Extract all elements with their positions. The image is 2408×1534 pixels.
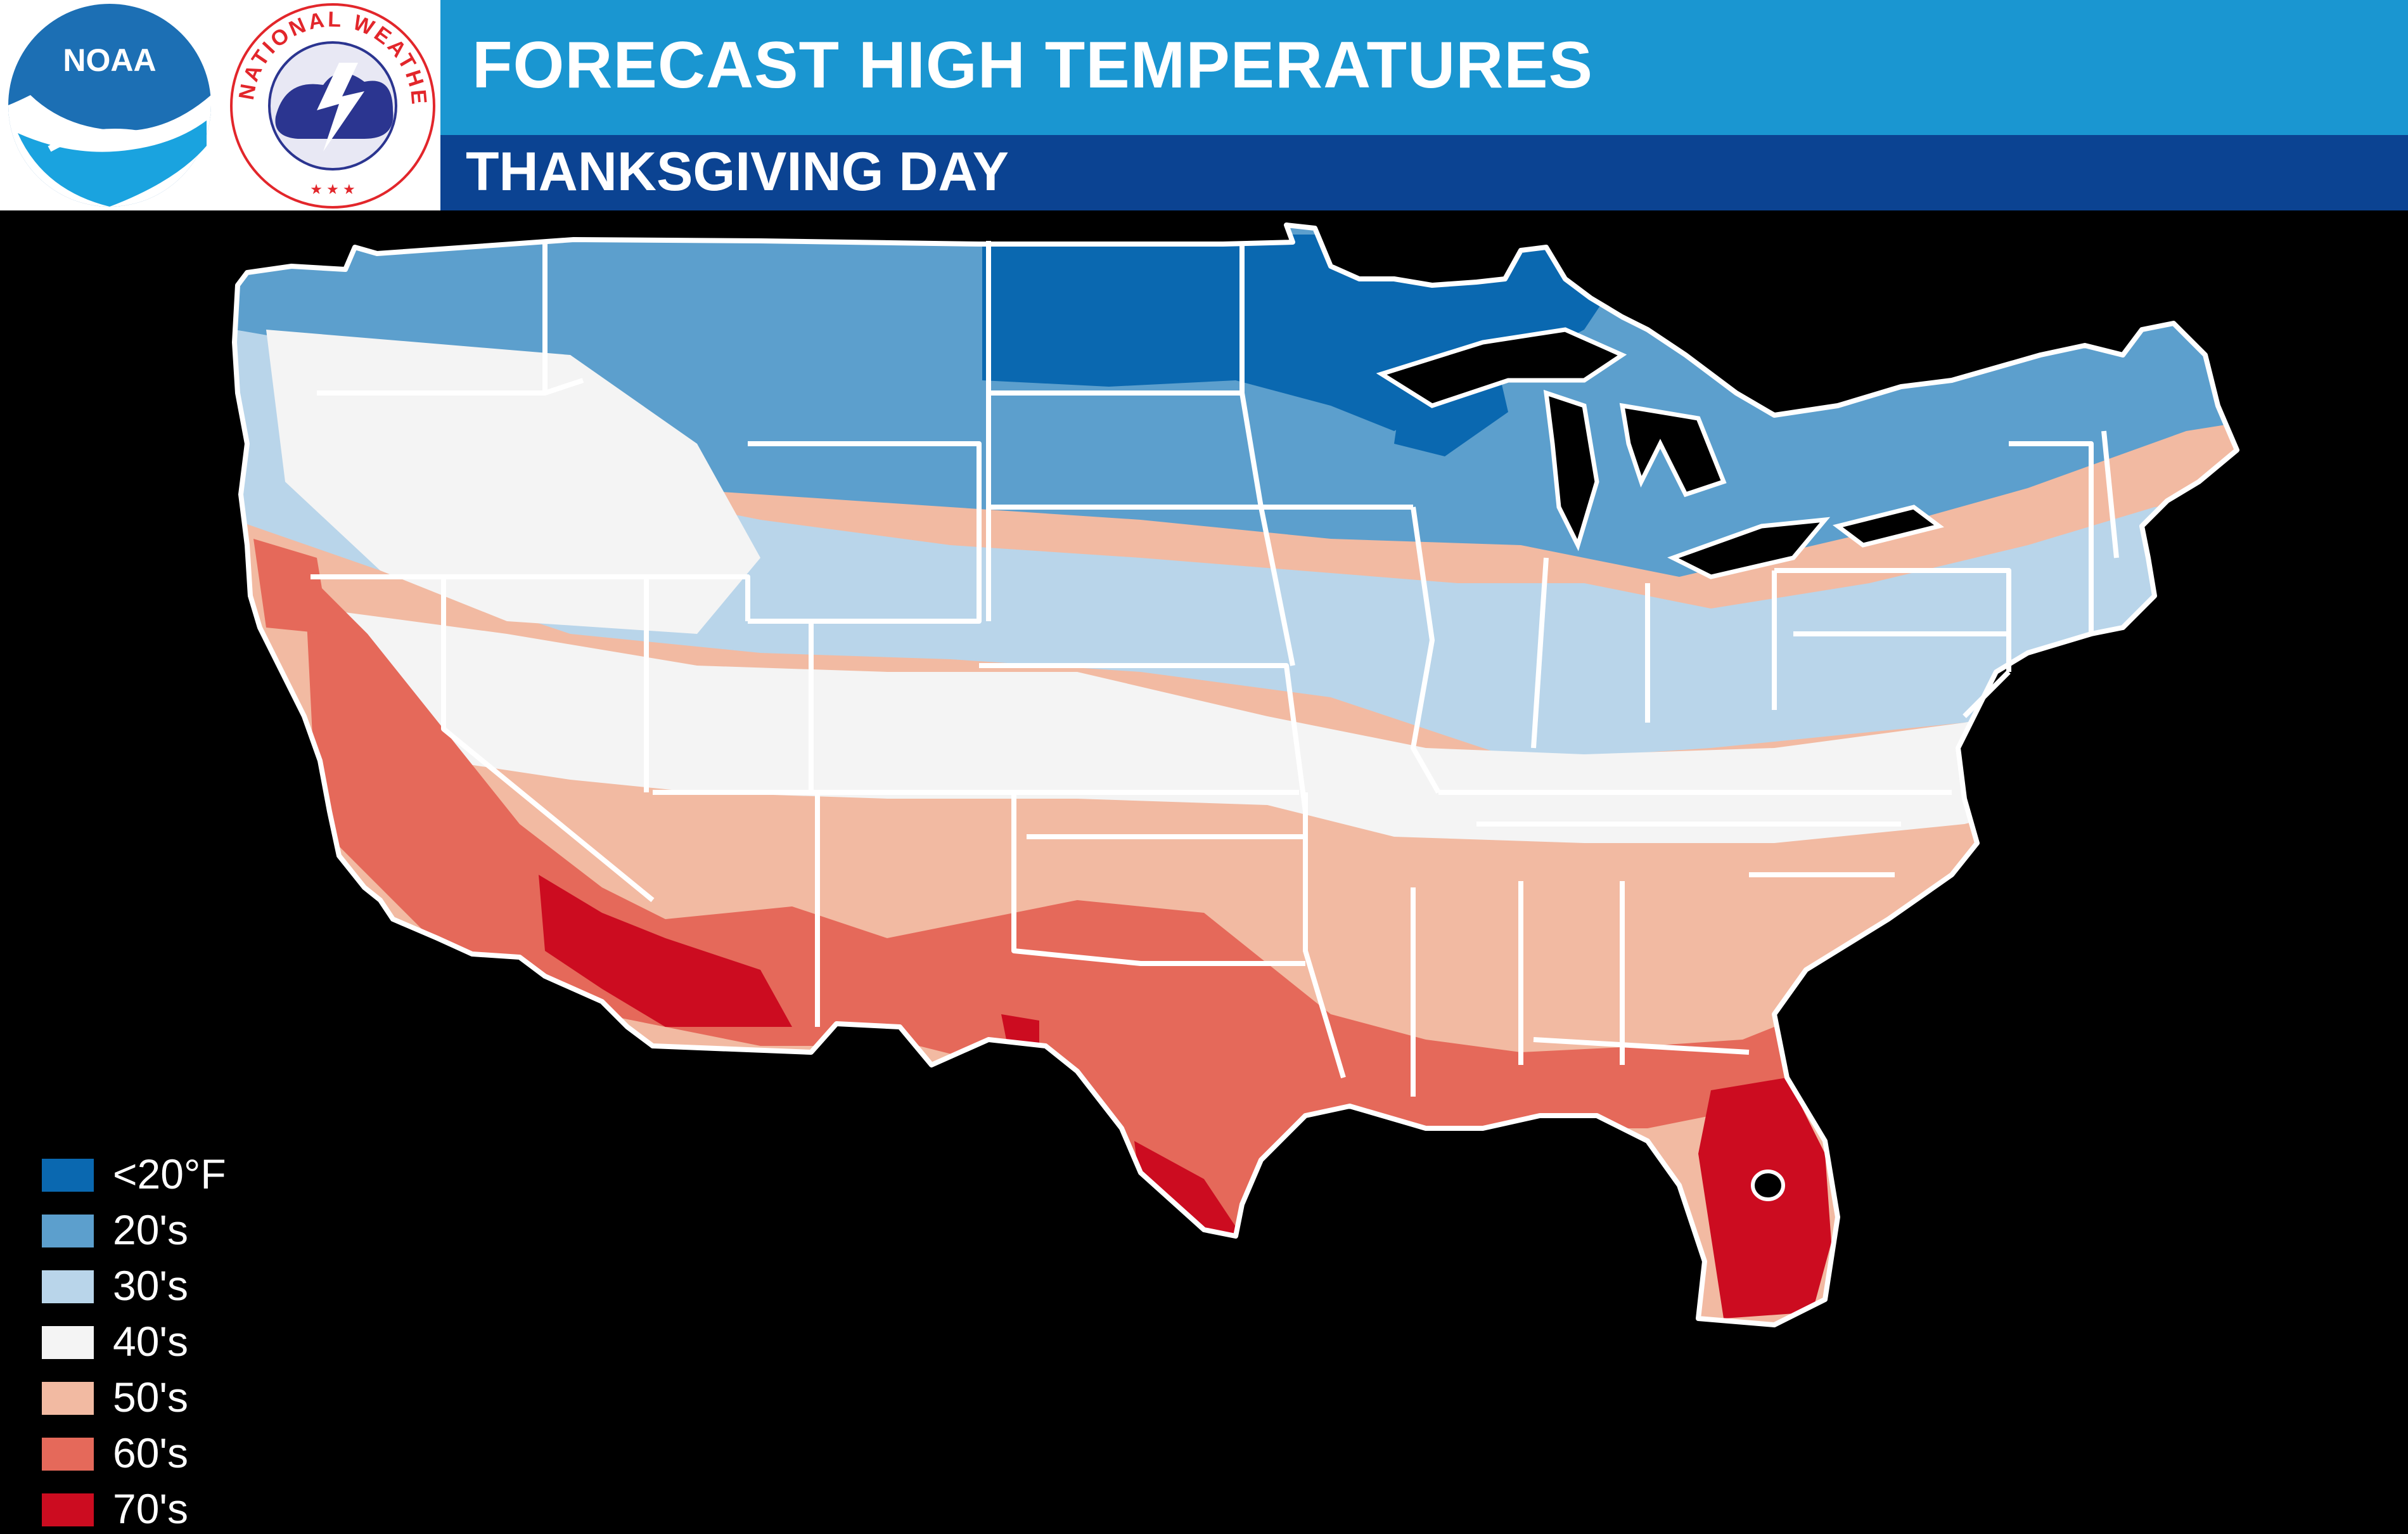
legend-label: 50's	[113, 1374, 189, 1421]
temperature-map: <20°F 20's 30's 40's 50's 60's 70's	[0, 210, 2408, 1532]
legend-swatch	[42, 1326, 94, 1359]
legend-label: 40's	[113, 1318, 189, 1365]
noaa-logo: NOAA	[8, 4, 211, 207]
logo-panel: NOAA NATIONAL WEATHER SERVICE ★ ★ ★	[0, 0, 440, 210]
page-subtitle: THANKSGIVING DAY	[466, 141, 1009, 202]
page-title: FORECAST HIGH TEMPERATURES	[472, 29, 1594, 102]
header: NOAA NATIONAL WEATHER SERVICE ★ ★ ★ FORE…	[0, 0, 2408, 210]
noaa-logo-text: NOAA	[63, 42, 156, 78]
svg-text:★ ★ ★: ★ ★ ★	[310, 181, 355, 197]
legend-swatch	[42, 1493, 94, 1526]
legend-item: 20's	[42, 1204, 333, 1255]
nws-logo: NATIONAL WEATHER SERVICE ★ ★ ★	[228, 3, 435, 209]
legend-label: 60's	[113, 1429, 189, 1476]
legend-item: <20°F	[42, 1149, 333, 1199]
legend-swatch	[42, 1215, 94, 1247]
us-map-svg	[232, 222, 2239, 1327]
legend-swatch	[42, 1382, 94, 1415]
legend-item: 40's	[42, 1316, 333, 1367]
legend-label: 20's	[113, 1206, 189, 1253]
title-bar	[440, 0, 2408, 135]
legend-label: <20°F	[113, 1150, 226, 1197]
legend-label: 70's	[113, 1485, 189, 1532]
legend-label: 30's	[113, 1262, 189, 1309]
legend-item: 70's	[42, 1483, 333, 1534]
legend-swatch	[42, 1438, 94, 1471]
legend-swatch	[42, 1159, 94, 1192]
legend-item: 50's	[42, 1372, 333, 1422]
legend-item: 60's	[42, 1428, 333, 1478]
subtitle-bar	[440, 135, 2408, 210]
legend-item: 30's	[42, 1260, 333, 1311]
legend-swatch	[42, 1270, 94, 1303]
